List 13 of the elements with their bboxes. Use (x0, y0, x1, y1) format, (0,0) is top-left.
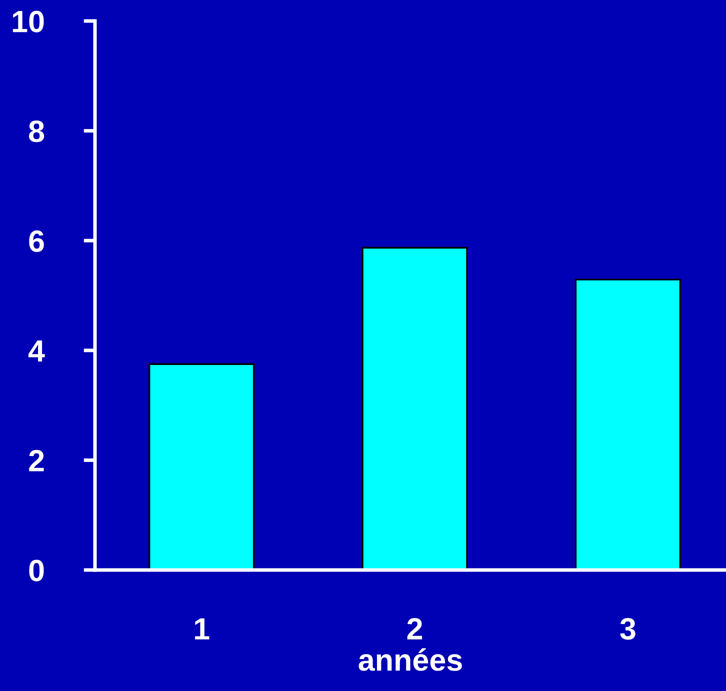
x-tick-label: 3 (620, 618, 636, 640)
y-tick-label: 6 (29, 230, 44, 252)
y-tick-label: 10 (12, 10, 44, 32)
x-tick-label: 1 (195, 618, 210, 640)
y-tick-label: 4 (28, 340, 45, 362)
bar (148, 363, 255, 570)
bar (362, 246, 468, 570)
x-tick-label: 2 (407, 618, 422, 640)
y-tick-label: 2 (29, 450, 44, 472)
y-tick-label: 0 (29, 560, 44, 582)
x-axis-title: années (358, 648, 462, 671)
y-tick-label: 8 (28, 120, 44, 142)
bar (574, 278, 681, 570)
